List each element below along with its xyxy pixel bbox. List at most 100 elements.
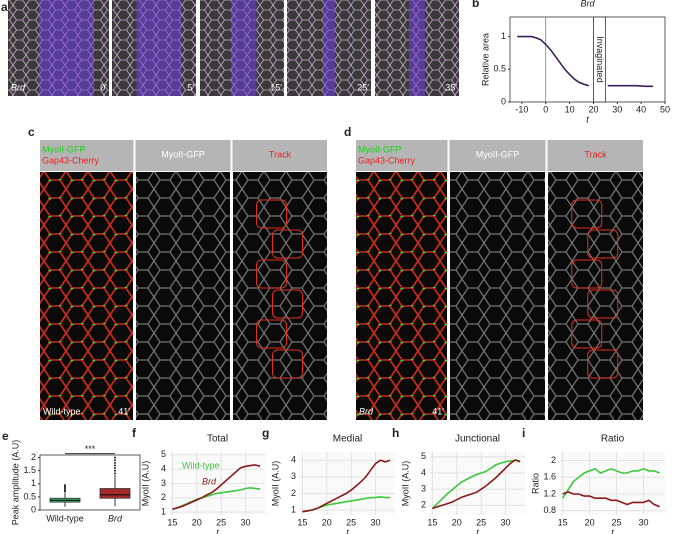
- track-outline: [272, 229, 303, 259]
- purple-domain: [39, 0, 94, 96]
- y-tick-label: 0.5: [493, 64, 506, 74]
- outlier: [114, 456, 116, 459]
- plot-bg: [560, 452, 665, 515]
- x-tick-label: 30: [501, 517, 511, 527]
- channel-label: MyoII-GFP: [358, 144, 402, 154]
- track-outline: [587, 289, 619, 319]
- track-outline: [256, 199, 287, 229]
- y-tick-label: 0: [501, 96, 506, 106]
- series-line: [431, 459, 521, 510]
- y-axis-label: MyoII (A.U): [400, 461, 410, 507]
- x-tick-label: 15: [558, 517, 568, 527]
- y-tick-label: 5: [161, 449, 166, 459]
- channel-label: Gap43-Cherry: [42, 155, 100, 165]
- x-tick-label: 15: [167, 517, 177, 527]
- chart-title: Brd: [580, 0, 595, 8]
- outlier: [114, 469, 116, 472]
- panel-label: d: [344, 125, 351, 139]
- y-tick-label: 4: [291, 455, 296, 465]
- x-tick-label: 25: [612, 517, 622, 527]
- chart-title: Ratio: [601, 434, 625, 445]
- panel-label: b: [472, 0, 479, 10]
- y-axis-label: Peak amplitude (A.U): [10, 440, 20, 526]
- panel-label: h: [392, 426, 399, 440]
- outlier: [114, 464, 116, 467]
- series-line: [172, 464, 261, 511]
- track-outline: [272, 289, 303, 319]
- y-tick-label: 3: [161, 478, 166, 488]
- time-label: 15′: [270, 82, 282, 92]
- panel-label: e: [2, 429, 9, 443]
- annotation-box: [593, 16, 606, 103]
- y-tick-label: 1.2: [543, 488, 556, 498]
- channel-label: Track: [584, 149, 607, 159]
- micrograph-cells: [548, 172, 643, 420]
- y-tick-label: 2: [291, 488, 296, 498]
- outlier: [64, 484, 66, 487]
- y-tick-label: 1.6: [543, 472, 556, 482]
- header-bar: [40, 140, 327, 171]
- x-tick-label: 50: [660, 104, 670, 114]
- x-tick-label: 20: [588, 104, 598, 114]
- x-tick-label: 20: [192, 517, 202, 527]
- x-tick-label: 30: [241, 517, 251, 527]
- axes-frame: [509, 16, 666, 103]
- y-tick-label: 2: [31, 452, 36, 462]
- x-tick-label: 15: [427, 517, 437, 527]
- time-label: 41′: [118, 406, 130, 416]
- channel-label: MyoII-GFP: [161, 149, 205, 159]
- legend-entry: Brd: [202, 476, 217, 486]
- y-tick-label: 2: [421, 500, 426, 510]
- y-tick-label: 3: [291, 471, 296, 481]
- series-line: [562, 467, 660, 499]
- track-outline: [587, 349, 619, 379]
- y-axis-label: MyoII (A.U): [140, 461, 150, 507]
- outlier: [114, 472, 116, 475]
- y-tick-label: 2: [551, 455, 556, 465]
- chart-title: Junctional: [455, 434, 500, 445]
- panel-label: c: [28, 125, 35, 139]
- time-label: 41′: [432, 406, 444, 416]
- time-label: 0′: [100, 82, 107, 92]
- x-tick-label: 20: [585, 517, 595, 527]
- x-axis-label: t: [346, 527, 349, 534]
- channel-label: Track: [269, 149, 292, 159]
- x-tick-label: -10: [515, 104, 528, 114]
- track-outline: [256, 259, 287, 289]
- series-line: [517, 35, 654, 88]
- y-tick-label: 1: [501, 31, 506, 41]
- purple-domain: [136, 0, 182, 96]
- y-tick-label: 1: [161, 507, 166, 517]
- y-tick-label: 5: [421, 451, 426, 461]
- significance: ***: [85, 444, 96, 454]
- y-tick-label: 0.5: [23, 491, 36, 501]
- x-tick-label: 30: [371, 517, 381, 527]
- x-axis-label: t: [611, 527, 614, 534]
- x-tick-label: Wild-type: [46, 513, 84, 523]
- track-outline: [587, 229, 619, 259]
- genotype-label: Wild-type: [43, 406, 81, 416]
- channel-label: Gap43-Cherry: [358, 155, 416, 165]
- series-line: [432, 459, 521, 510]
- purple-domain: [231, 0, 257, 96]
- panel-label: g: [262, 426, 269, 440]
- y-tick-label: 1: [291, 504, 296, 514]
- panel-label: i: [522, 426, 525, 440]
- chart-title: Medial: [333, 434, 362, 445]
- box: [99, 488, 131, 499]
- annotation: Invaginated: [595, 36, 605, 83]
- y-tick-label: 0.8: [543, 505, 556, 515]
- legend-entry: Wild-type: [182, 460, 220, 470]
- y-tick-label: 0: [31, 504, 36, 514]
- y-axis-label: Ratio: [530, 473, 540, 494]
- y-tick-label: 4: [421, 467, 426, 477]
- plot-bg: [300, 452, 395, 515]
- x-tick-label: 40: [636, 104, 646, 114]
- micrograph-cells: [356, 172, 447, 420]
- y-tick-label: 1: [31, 478, 36, 488]
- outlier: [114, 461, 116, 464]
- micrograph-cells: [40, 172, 133, 420]
- x-axis-label: t: [216, 527, 219, 534]
- outlier: [114, 459, 116, 462]
